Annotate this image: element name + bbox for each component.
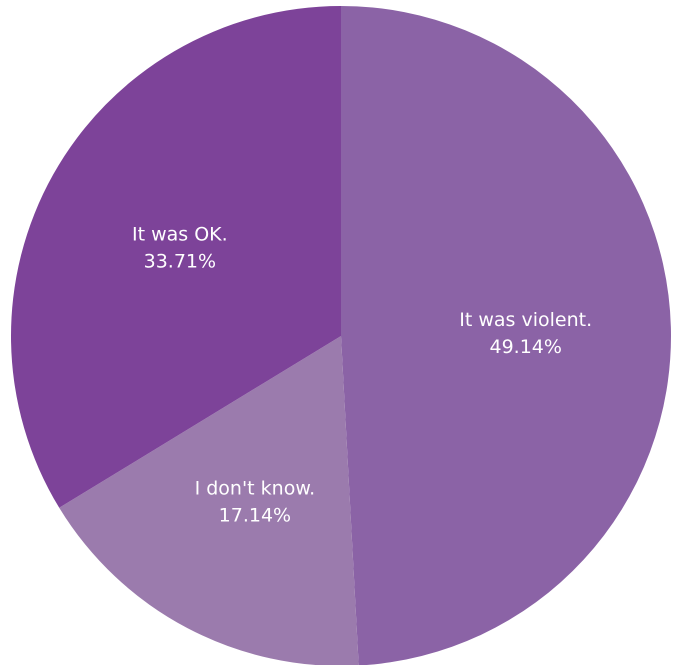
pie-slice-label: I don't know.	[195, 478, 316, 500]
pie-slice-label: It was OK.	[132, 224, 228, 246]
pie-slices	[11, 6, 671, 665]
pie-slice-value-label: 17.14%	[219, 505, 291, 527]
pie-slice-label: It was violent.	[459, 309, 592, 331]
pie-slice-3	[11, 6, 341, 508]
pie-slice-value-label: 49.14%	[490, 336, 562, 358]
pie-slice-2	[59, 336, 359, 665]
pie-slice-value-label: 33.71%	[144, 251, 216, 273]
pie-labels: It was violent. 49.14% I don't know. 17.14%…	[132, 224, 592, 527]
pie-slice-1	[341, 6, 671, 665]
